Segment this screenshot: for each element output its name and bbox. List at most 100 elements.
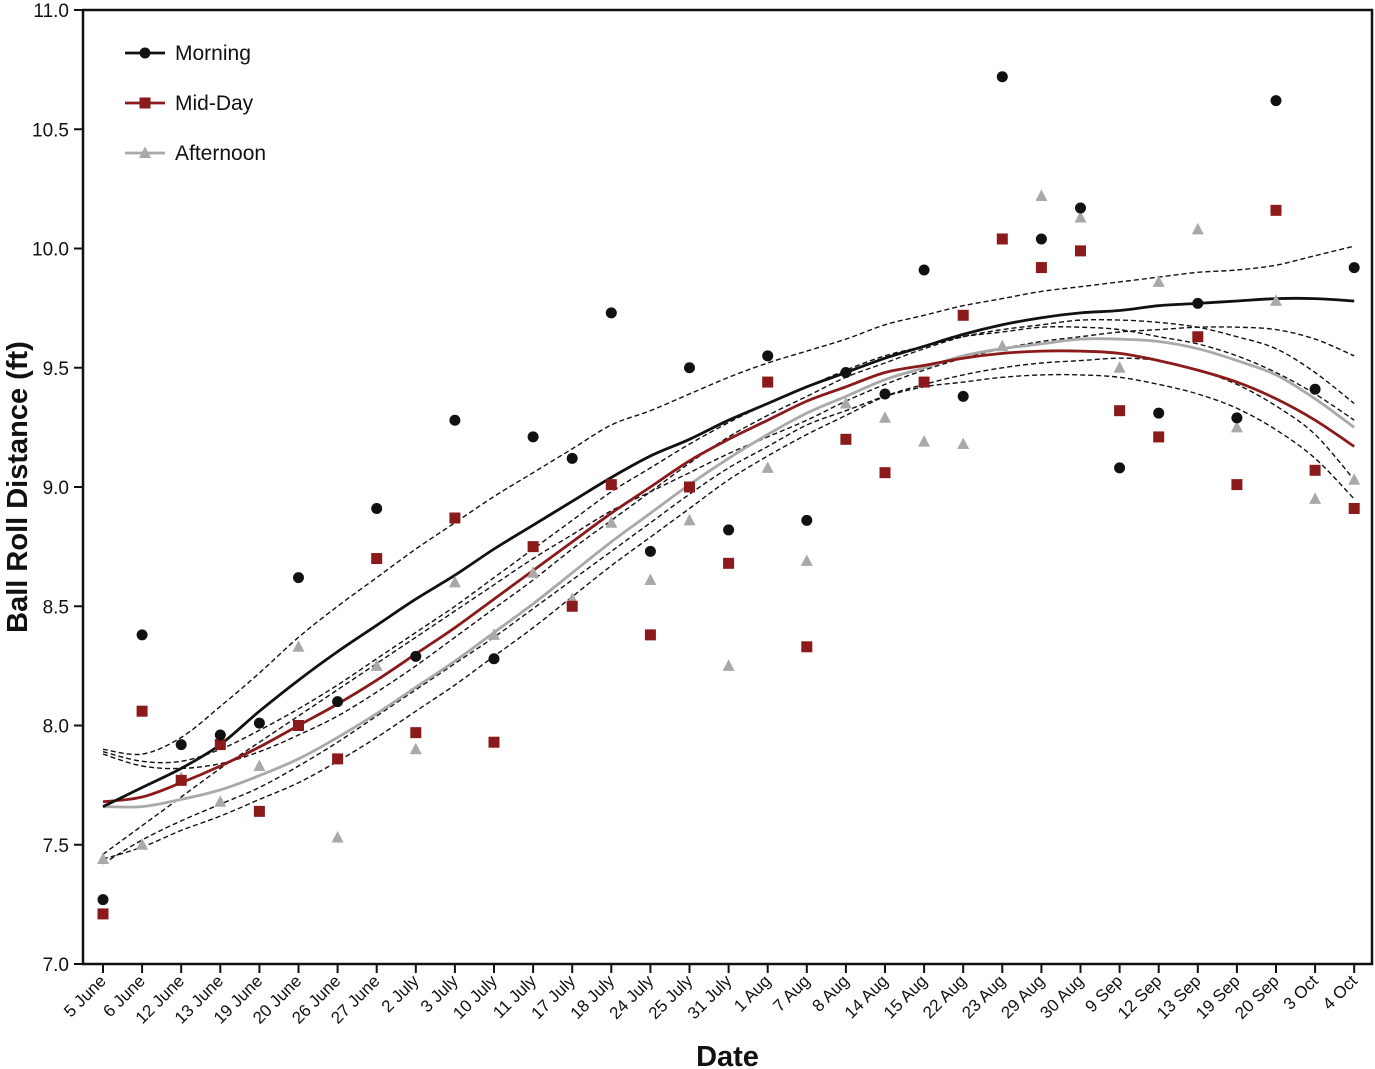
data-point-morning: [253, 717, 265, 729]
data-point-mid-day: [1309, 464, 1321, 476]
fit-curves: [102, 296, 1356, 809]
data-point-mid-day: [879, 467, 891, 479]
x-tick-label: 15 Aug: [880, 971, 931, 1022]
x-tick-label: 20 Sep: [1231, 971, 1283, 1023]
data-point-afternoon: [331, 830, 344, 843]
x-tick-label: 4 Oct: [1319, 971, 1361, 1013]
data-point-morning: [136, 629, 148, 641]
data-point-afternoon: [644, 573, 657, 585]
data-point-mid-day: [1075, 245, 1086, 257]
data-point-afternoon: [800, 554, 813, 566]
data-point-afternoon: [1309, 492, 1322, 504]
data-point-afternoon: [839, 396, 852, 409]
data-point-afternoon: [1035, 189, 1048, 201]
data-point-morning: [644, 545, 656, 557]
data-point-morning: [840, 367, 852, 379]
legend-marker-afternoon: [139, 146, 151, 158]
data-point-afternoon: [1074, 210, 1087, 223]
data-point-afternoon: [409, 742, 422, 755]
data-point-morning: [1035, 233, 1047, 245]
ci-band-afternoon-upper: [102, 318, 1355, 770]
plot-frame: [81, 8, 1374, 966]
confidence-bands: [102, 245, 1355, 865]
y-tick-label: 7.0: [43, 955, 69, 976]
y-tick-label: 9.5: [43, 359, 69, 380]
data-point-mid-day: [253, 805, 265, 817]
data-point-afternoon: [292, 640, 305, 652]
data-point-morning: [175, 739, 187, 751]
y-tick-label: 9.0: [43, 478, 69, 499]
data-point-mid-day: [801, 641, 813, 653]
data-point-morning: [371, 502, 383, 514]
legend-label-afternoon: Afternoon: [175, 142, 266, 165]
ci-band-mid-day-upper: [102, 326, 1355, 764]
data-point-mid-day: [840, 433, 852, 445]
data-point-morning: [918, 264, 930, 276]
legend-marker-mid-day: [139, 97, 151, 109]
x-tick-label: 22 Aug: [919, 971, 970, 1022]
data-point-morning: [996, 71, 1008, 83]
fit-curve-mid-day: [102, 349, 1355, 804]
data-point-afternoon: [879, 411, 891, 423]
data-point-morning: [566, 452, 578, 464]
y-tick-label: 8.0: [43, 717, 69, 738]
data-point-morning: [1114, 462, 1126, 474]
data-point-morning: [214, 729, 226, 741]
y-tick-label: 7.5: [43, 836, 69, 857]
data-point-morning: [449, 414, 461, 426]
data-point-mid-day: [175, 774, 187, 786]
data-point-mid-day: [332, 753, 344, 765]
x-tick-label: 29 Aug: [997, 971, 1048, 1022]
data-point-afternoon: [1270, 294, 1282, 306]
data-point-morning: [488, 653, 500, 665]
data-point-afternoon: [1113, 361, 1126, 373]
data-point-morning: [293, 572, 304, 584]
y-axis-ticks: 7.0 7.5 8.0 8.5 9.0 9.5 10.0 10.5 11.0: [32, 1, 83, 976]
data-point-afternoon: [957, 437, 970, 450]
data-point-mid-day: [566, 600, 578, 612]
data-point-mid-day: [371, 553, 383, 565]
data-point-morning: [332, 696, 344, 708]
x-tick-label: 23 Aug: [958, 971, 1009, 1022]
y-axis-title: Ball Roll Distance (ft): [2, 341, 34, 633]
ci-band-mid-day-lower: [102, 373, 1355, 865]
data-point-mid-day: [410, 727, 422, 739]
data-point-afternoon: [370, 659, 383, 671]
data-point-mid-day: [605, 479, 617, 491]
data-point-afternoon: [214, 795, 227, 807]
x-axis-title: Date: [696, 1041, 759, 1069]
ci-band-afternoon-lower: [102, 357, 1355, 860]
data-point-afternoon: [136, 838, 149, 850]
data-point-mid-day: [1035, 262, 1047, 274]
data-point-morning: [801, 514, 813, 526]
x-tick-label: 30 Aug: [1036, 971, 1087, 1022]
data-point-mid-day: [136, 705, 148, 717]
data-point-mid-day: [1192, 331, 1204, 343]
data-point-afternoon: [1348, 473, 1361, 485]
x-tick-label: 31 July: [684, 971, 736, 1023]
data-point-morning: [1270, 95, 1282, 107]
data-point-afternoon: [488, 628, 500, 640]
x-tick-label: 1 Aug: [730, 971, 774, 1015]
data-point-mid-day: [1114, 405, 1126, 417]
data-point-morning: [1153, 407, 1165, 419]
data-point-morning: [762, 350, 774, 362]
data-point-afternoon: [683, 513, 696, 526]
y-tick-label: 8.5: [43, 597, 69, 618]
data-point-mid-day: [527, 541, 539, 553]
data-point-morning: [879, 388, 891, 400]
data-point-mid-day: [996, 233, 1008, 245]
ci-band-morning-upper: [102, 245, 1355, 756]
x-tick-label: 5 June: [60, 971, 110, 1021]
y-tick-label: 10.0: [32, 240, 69, 261]
data-point-afternoon: [918, 435, 931, 447]
data-point-mid-day: [1348, 502, 1360, 514]
data-point-mid-day: [1153, 431, 1165, 443]
data-point-morning: [957, 390, 969, 402]
axes: [81, 8, 1374, 966]
data-point-morning: [605, 307, 617, 319]
data-point-afternoon: [97, 852, 109, 865]
data-point-mid-day: [1270, 204, 1282, 216]
data-point-afternoon: [996, 339, 1009, 352]
